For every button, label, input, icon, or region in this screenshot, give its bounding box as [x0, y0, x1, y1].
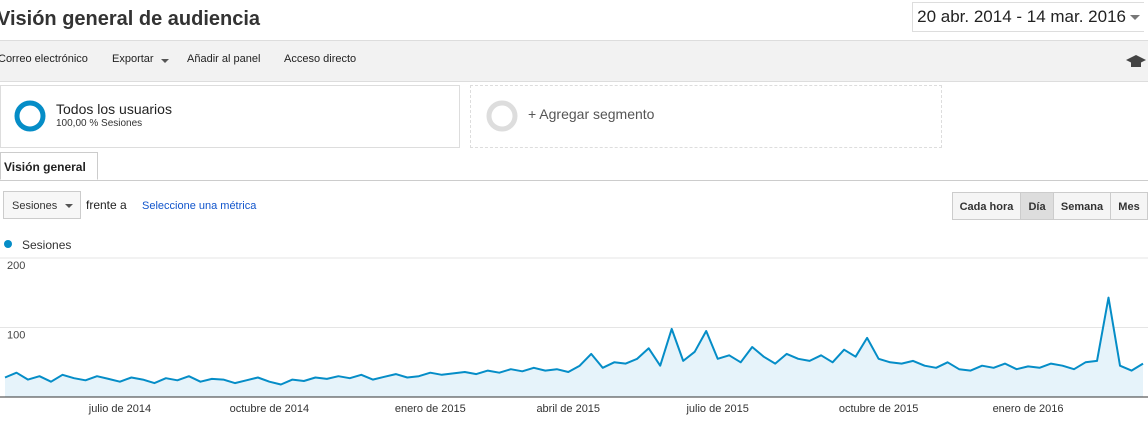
x-tick-label: enero de 2015 — [395, 403, 466, 415]
x-tick-label: enero de 2016 — [993, 403, 1064, 415]
chart: Sesiones 100 200 julio de 2014 octubre de 20… — [0, 238, 1148, 415]
legend-label: Sesiones — [22, 238, 71, 252]
export-button[interactable]: Exportar — [112, 53, 154, 65]
segment-card[interactable]: Todos los usuarios 100,00 % Sesiones — [0, 85, 460, 148]
line — [4, 296, 1144, 386]
segment-detail: 100,00 % Sesiones — [56, 118, 143, 129]
x-tick-label: octubre de 2014 — [230, 403, 310, 415]
segment-donut — [14, 100, 46, 132]
email-button[interactable]: Correo electrónico — [0, 53, 88, 65]
dropdown-arrow — [161, 59, 169, 67]
x-tick-label: julio de 2014 — [88, 403, 151, 415]
x-tick-label: abril de 2015 — [536, 403, 600, 415]
add-segment-label: + Agregar segmento — [528, 106, 655, 122]
add-dashboard-button[interactable]: Añadir al panel — [187, 53, 261, 65]
date-range[interactable]: 20 abr. 2014 - 14 mar. 2016 — [912, 2, 1144, 32]
y-tick-label: 200 — [7, 260, 25, 272]
segment-donut-empty — [486, 100, 518, 132]
granularity-button[interactable]: Cada hora — [952, 192, 1021, 220]
toolbar: Correo electrónico Exportar Añadir al pa… — [0, 40, 1148, 82]
shortcut-button[interactable]: Acceso directo — [284, 53, 357, 65]
add-segment[interactable]: + Agregar segmento — [470, 85, 942, 148]
segment-name: Todos los usuarios — [56, 101, 172, 117]
tab[interactable]: Visión general — [0, 152, 98, 180]
granularity-button[interactable]: Semana — [1053, 192, 1111, 220]
page-title: Visión general de audiencia — [0, 8, 261, 30]
dropdown-arrow — [65, 204, 73, 212]
versus-label: frente a — [86, 198, 127, 212]
legend-marker — [4, 240, 12, 248]
y-tick-label: 100 — [7, 330, 25, 342]
x-tick-label: julio de 2015 — [685, 403, 748, 415]
tab-divider — [0, 180, 1148, 181]
area — [5, 297, 1143, 397]
granularity-button-active[interactable]: Día — [1020, 192, 1054, 220]
academy-icon[interactable] — [1126, 53, 1146, 69]
select-metric-link[interactable]: Seleccione una métrica — [142, 200, 257, 212]
x-tick-label: octubre de 2015 — [839, 403, 919, 415]
granularity-button[interactable]: Mes — [1110, 192, 1148, 220]
